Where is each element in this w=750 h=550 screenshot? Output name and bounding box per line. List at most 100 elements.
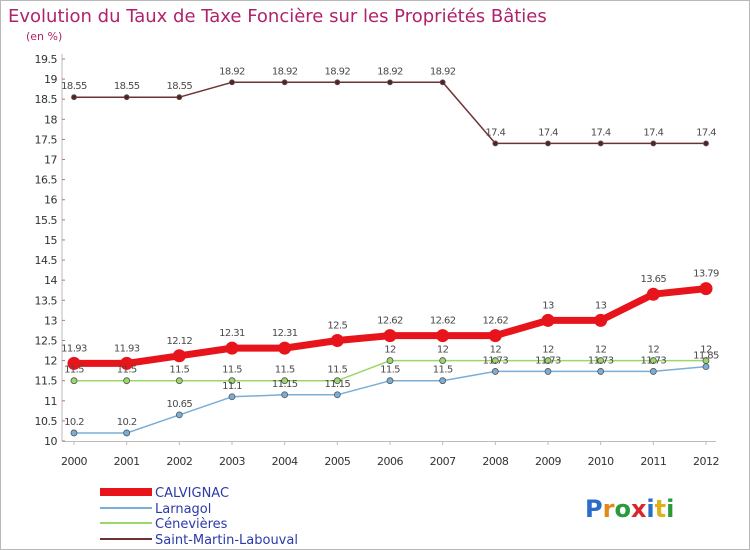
data-point	[172, 349, 186, 363]
data-point	[387, 79, 393, 86]
data-point	[386, 377, 394, 385]
data-point	[123, 377, 131, 385]
data-label: 13.65	[641, 274, 667, 285]
data-label: 18.55	[167, 81, 193, 92]
data-label: 18.92	[219, 66, 245, 77]
data-point	[225, 341, 239, 355]
series-layer	[67, 79, 713, 437]
data-point	[545, 140, 551, 147]
data-point	[597, 368, 605, 375]
data-point	[70, 429, 78, 437]
data-label: 11.5	[327, 365, 347, 376]
y-tick-label: 18	[44, 113, 57, 126]
data-label: 12	[437, 345, 449, 356]
data-point	[439, 377, 447, 385]
data-point	[649, 357, 657, 364]
x-tick-label: 2012	[693, 455, 719, 468]
y-tick-label: 12.5	[35, 334, 58, 347]
data-label: 18.55	[114, 81, 140, 92]
data-point	[229, 79, 235, 86]
y-tick-label: 18.5	[35, 93, 58, 106]
y-tick-label: 19.5	[35, 53, 58, 66]
data-label: 17.4	[696, 127, 716, 138]
data-point	[278, 341, 292, 355]
data-point	[281, 391, 289, 399]
data-label: 12.62	[430, 316, 456, 327]
data-point	[175, 411, 183, 419]
data-label: 12.31	[272, 328, 298, 339]
data-label: 12	[648, 345, 660, 356]
data-label: 11.5	[380, 365, 400, 376]
data-label: 11.73	[641, 355, 667, 366]
data-point	[597, 357, 605, 364]
data-point	[699, 282, 713, 296]
x-tick-label: 2005	[324, 455, 350, 468]
proxiti-logo: Proxiti	[585, 495, 674, 523]
data-point	[439, 79, 446, 86]
y-tick-label: 10.5	[35, 415, 58, 428]
data-point	[175, 377, 183, 385]
data-point	[228, 393, 236, 401]
data-label: 12.5	[327, 320, 347, 331]
data-label: 11.5	[169, 365, 189, 376]
data-label: 11.1	[222, 381, 242, 392]
data-label: 12	[542, 345, 554, 356]
y-tick-label: 15	[44, 234, 57, 247]
data-label: 10.65	[167, 399, 193, 410]
x-tick-label: 2000	[61, 455, 87, 468]
data-point	[488, 329, 502, 343]
data-label: 11.15	[325, 379, 351, 390]
data-point	[491, 368, 499, 375]
data-label: 13	[542, 300, 554, 311]
y-tick-label: 19	[44, 73, 57, 86]
data-label: 10.2	[64, 417, 84, 428]
data-label: 11.93	[114, 343, 140, 354]
data-label: 18.92	[377, 66, 403, 77]
data-point	[176, 94, 183, 101]
data-point	[703, 140, 709, 147]
data-label: 18.92	[272, 66, 298, 77]
data-point	[594, 313, 608, 327]
data-label: 11.73	[588, 355, 614, 366]
y-tick-label: 14	[44, 274, 57, 287]
y-tick-label: 17.5	[35, 133, 58, 146]
data-point	[702, 357, 710, 364]
data-label: 12.62	[377, 316, 403, 327]
data-point	[383, 329, 397, 343]
data-point	[439, 357, 447, 364]
data-label: 18.92	[430, 66, 456, 77]
legend-label: Cénevières	[155, 517, 228, 532]
data-point	[281, 377, 289, 385]
data-point	[228, 377, 236, 385]
x-tick-label: 2011	[640, 455, 666, 468]
y-tick-label: 12	[44, 355, 57, 368]
x-tick-label: 2008	[482, 455, 508, 468]
data-point	[333, 391, 341, 399]
data-label: 11.73	[535, 355, 561, 366]
data-label: 17.4	[643, 127, 663, 138]
logo-letter: P	[585, 495, 603, 523]
x-tick-label: 2006	[377, 455, 403, 468]
logo-text: Proxiti	[585, 495, 674, 523]
data-label: 11.93	[61, 343, 87, 354]
legend-label: Larnagol	[155, 502, 211, 517]
chart-subtitle: (en %)	[26, 30, 62, 43]
legend: CALVIGNACLarnagolCénevièresSaint-Martin-…	[100, 486, 298, 548]
data-label: 11.5	[433, 365, 453, 376]
data-point	[544, 368, 552, 375]
data-point	[492, 140, 499, 147]
data-label: 18.92	[325, 66, 351, 77]
legend-label: CALVIGNAC	[155, 486, 229, 501]
data-label: 11.73	[483, 355, 509, 366]
data-label: 11.5	[64, 365, 84, 376]
data-point	[123, 429, 131, 437]
data-point	[67, 356, 81, 370]
axes: 10 10.5 11 11.5 12 12.5 13 13.5 14 14.5 15 15.5 16 16…	[35, 53, 720, 468]
data-point	[491, 357, 499, 364]
y-tick-label: 14.5	[35, 254, 58, 267]
data-point	[70, 377, 78, 385]
logo-letter: r	[603, 495, 615, 523]
x-tick-label: 2003	[219, 455, 245, 468]
data-label: 12.12	[167, 336, 193, 347]
